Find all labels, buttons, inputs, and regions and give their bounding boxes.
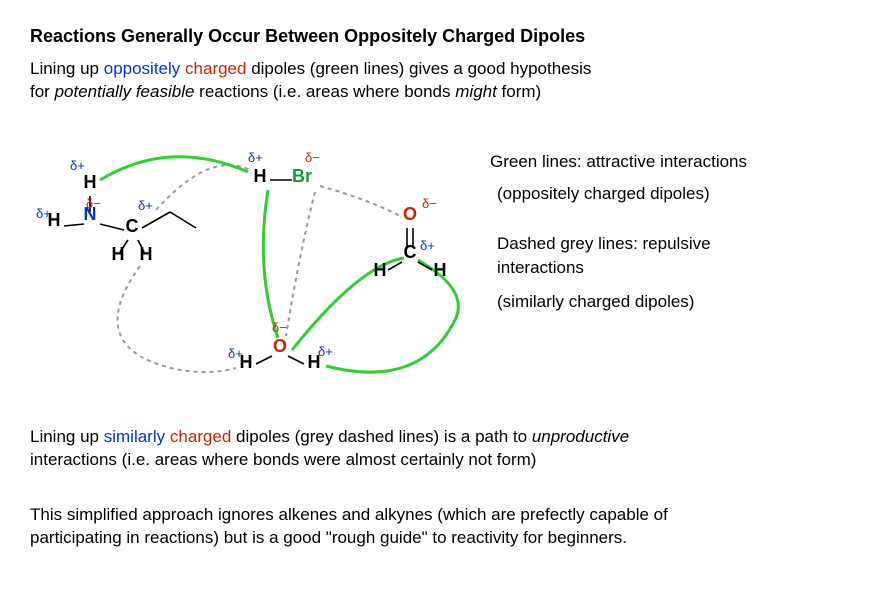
- legend-grey: Dashed grey lines: repulsiveinteractions: [497, 232, 711, 280]
- svg-text:H: H: [374, 260, 387, 280]
- molecule-diagram: NHHCHHδ+δ+δ−δ+HBrδ+δ−OHHδ−δ+δ+COHHδ−δ+: [20, 120, 490, 400]
- p2-line1: Lining up similarly charged dipoles (gre…: [30, 427, 629, 446]
- svg-text:H: H: [140, 244, 153, 264]
- legend-green: Green lines: attractive interactions: [490, 150, 747, 174]
- p1-line2: for potentially feasible reactions (i.e.…: [30, 82, 541, 101]
- svg-text:O: O: [403, 204, 417, 224]
- svg-text:δ−: δ−: [305, 150, 320, 165]
- svg-text:Br: Br: [292, 166, 312, 186]
- svg-text:δ−: δ−: [422, 196, 437, 211]
- svg-text:δ+: δ+: [248, 150, 263, 165]
- p2-line2: interactions (i.e. areas where bonds wer…: [30, 450, 536, 469]
- svg-text:δ+: δ+: [36, 206, 51, 221]
- legend-green-sub: (oppositely charged dipoles): [497, 182, 710, 206]
- svg-text:H: H: [112, 244, 125, 264]
- intro-paragraph: Lining up oppositely charged dipoles (gr…: [30, 58, 810, 104]
- svg-text:H: H: [254, 166, 267, 186]
- svg-text:δ−: δ−: [86, 196, 101, 211]
- svg-text:δ−: δ−: [272, 320, 287, 335]
- para-similarly: Lining up similarly charged dipoles (gre…: [30, 426, 850, 472]
- p1-line1: Lining up oppositely charged dipoles (gr…: [30, 59, 591, 78]
- svg-text:C: C: [126, 216, 139, 236]
- svg-text:δ+: δ+: [318, 344, 333, 359]
- svg-text:δ+: δ+: [70, 158, 85, 173]
- svg-text:δ+: δ+: [138, 198, 153, 213]
- svg-text:C: C: [404, 242, 417, 262]
- legend-grey-sub: (similarly charged dipoles): [497, 290, 694, 314]
- page-title: Reactions Generally Occur Between Opposi…: [30, 26, 585, 47]
- svg-text:H: H: [434, 260, 447, 280]
- svg-text:δ+: δ+: [228, 346, 243, 361]
- svg-text:H: H: [84, 172, 97, 192]
- para-footnote: This simplified approach ignores alkenes…: [30, 504, 850, 550]
- svg-text:O: O: [273, 336, 287, 356]
- svg-text:δ+: δ+: [420, 238, 435, 253]
